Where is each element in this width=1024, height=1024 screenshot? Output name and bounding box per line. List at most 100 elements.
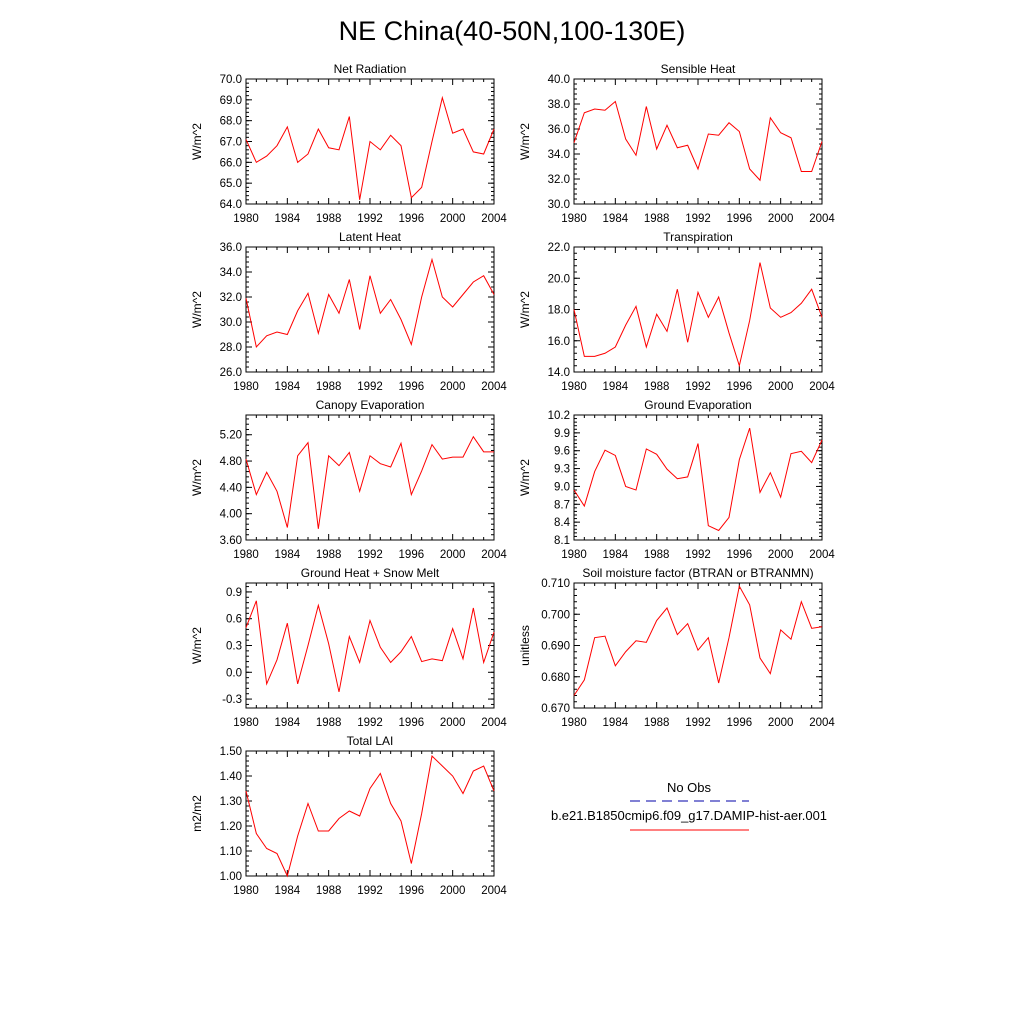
x-tick-label: 1992 — [357, 381, 383, 393]
y-tick-label: 32.0 — [548, 174, 570, 186]
x-tick-label: 1984 — [603, 717, 629, 729]
x-tick-label: 1988 — [644, 717, 670, 729]
x-tick-label: 1996 — [399, 717, 425, 729]
x-tick-label: 2004 — [809, 549, 835, 561]
x-tick-label: 1984 — [275, 549, 301, 561]
x-tick-label: 1980 — [561, 549, 587, 561]
y-tick-label: 67.0 — [220, 137, 242, 149]
panel-title: Ground Heat + Snow Melt — [301, 566, 440, 580]
y-axis-label: W/m^2 — [190, 627, 204, 664]
x-tick-label: 1984 — [603, 381, 629, 393]
panel-title: Soil moisture factor (BTRAN or BTRANMN) — [582, 566, 813, 580]
series-line — [573, 584, 823, 696]
y-tick-label: 30.0 — [548, 199, 570, 211]
y-tick-label: 18.0 — [548, 305, 570, 317]
y-tick-label: 10.2 — [548, 410, 570, 422]
x-tick-label: 1980 — [233, 381, 259, 393]
chart-panel: Canopy Evaporation W/m^2 3.60 4.00 4.40 4.80 5… — [190, 398, 507, 561]
y-tick-label: 65.0 — [220, 178, 242, 190]
y-tick-label: 0.690 — [541, 641, 570, 653]
y-tick-label: 0.700 — [541, 609, 570, 621]
x-tick-label: 2004 — [481, 381, 507, 393]
y-tick-label: 36.0 — [548, 124, 570, 136]
chart-panel: Ground Evaporation W/m^2 8.1 8.4 8.7 9.0 9.3 9.… — [518, 398, 835, 561]
y-tick-label: 20.0 — [548, 273, 570, 285]
y-axis-label: unitless — [518, 625, 532, 666]
y-tick-label: 4.40 — [220, 482, 242, 494]
x-tick-label: 1984 — [603, 549, 629, 561]
y-tick-label: 0.0 — [226, 667, 242, 679]
x-tick-label: 1988 — [316, 885, 342, 897]
y-axis-label: W/m^2 — [190, 459, 204, 496]
y-axis-label: W/m^2 — [518, 291, 532, 328]
y-tick-label: 9.3 — [554, 464, 570, 476]
panel-title: Canopy Evaporation — [316, 398, 425, 412]
x-tick-label: 2000 — [768, 381, 794, 393]
chart-panels: Net Radiation W/m^2 64.0 65.0 66.0 67.0 68.0 69… — [190, 62, 835, 897]
x-tick-label: 2000 — [440, 381, 466, 393]
x-tick-label: 2000 — [440, 549, 466, 561]
y-tick-label: 1.00 — [220, 871, 242, 883]
y-tick-label: 8.7 — [554, 499, 570, 511]
y-tick-label: 28.0 — [220, 342, 242, 354]
y-tick-label: 69.0 — [220, 95, 242, 107]
x-tick-label: 2004 — [481, 213, 507, 225]
chart-panel: Sensible Heat W/m^2 30.0 32.0 34.0 36.0 38.0 40… — [518, 62, 835, 225]
y-tick-label: 64.0 — [220, 199, 242, 211]
x-tick-label: 2000 — [440, 213, 466, 225]
x-tick-label: 1992 — [685, 381, 711, 393]
x-tick-label: 1980 — [233, 549, 259, 561]
series-line — [245, 435, 494, 529]
x-tick-label: 1988 — [644, 213, 670, 225]
y-axis-label: W/m^2 — [518, 123, 532, 160]
y-tick-label: 22.0 — [548, 242, 570, 254]
series-line — [573, 262, 823, 368]
x-tick-label: 1992 — [357, 213, 383, 225]
y-tick-label: 1.10 — [220, 846, 242, 858]
x-tick-label: 1980 — [561, 717, 587, 729]
x-tick-label: 2004 — [809, 717, 835, 729]
y-tick-label: 9.0 — [554, 481, 570, 493]
x-tick-label: 2004 — [481, 885, 507, 897]
y-tick-label: 34.0 — [220, 267, 242, 279]
y-tick-label: 0.670 — [541, 703, 570, 715]
x-tick-label: 1988 — [316, 717, 342, 729]
y-tick-label: 68.0 — [220, 116, 242, 128]
x-tick-label: 1988 — [644, 381, 670, 393]
y-tick-label: 16.0 — [548, 336, 570, 348]
plot-frame — [573, 414, 823, 541]
y-tick-label: 1.50 — [220, 746, 242, 758]
x-tick-label: 1980 — [561, 381, 587, 393]
x-tick-label: 1996 — [399, 549, 425, 561]
x-tick-label: 1992 — [357, 549, 383, 561]
x-tick-label: 1992 — [357, 717, 383, 729]
x-tick-label: 2004 — [809, 213, 835, 225]
series-line — [245, 257, 495, 349]
panel-title: Latent Heat — [339, 230, 402, 244]
y-tick-label: 4.80 — [220, 456, 242, 468]
chart-panel: Transpiration W/m^2 14.0 16.0 18.0 20.0 22.0 19… — [518, 230, 835, 393]
legend: No Obs b.e21.B1850cmip6.f09_g17.DAMIP-hi… — [551, 780, 827, 831]
x-tick-label: 1980 — [233, 717, 259, 729]
y-tick-label: 1.20 — [220, 821, 242, 833]
plot-frame — [573, 582, 823, 709]
y-axis-label: W/m^2 — [190, 123, 204, 160]
x-tick-label: 1996 — [399, 381, 425, 393]
plot-frame — [245, 246, 495, 373]
x-tick-label: 2004 — [809, 381, 835, 393]
y-tick-label: 36.0 — [220, 242, 242, 254]
panel-title: Sensible Heat — [661, 62, 736, 76]
x-tick-label: 1988 — [644, 549, 670, 561]
y-tick-label: 1.40 — [220, 771, 242, 783]
chart-panel: Net Radiation W/m^2 64.0 65.0 66.0 67.0 68.0 69… — [190, 62, 507, 225]
y-tick-label: 66.0 — [220, 157, 242, 169]
y-tick-label: 0.6 — [226, 614, 242, 626]
y-axis-label: W/m^2 — [190, 291, 204, 328]
plot-frame — [245, 414, 495, 541]
y-tick-label: 14.0 — [548, 367, 570, 379]
x-tick-label: 1992 — [357, 885, 383, 897]
x-tick-label: 1996 — [399, 213, 425, 225]
x-tick-label: 1980 — [233, 213, 259, 225]
x-tick-label: 2000 — [440, 717, 466, 729]
